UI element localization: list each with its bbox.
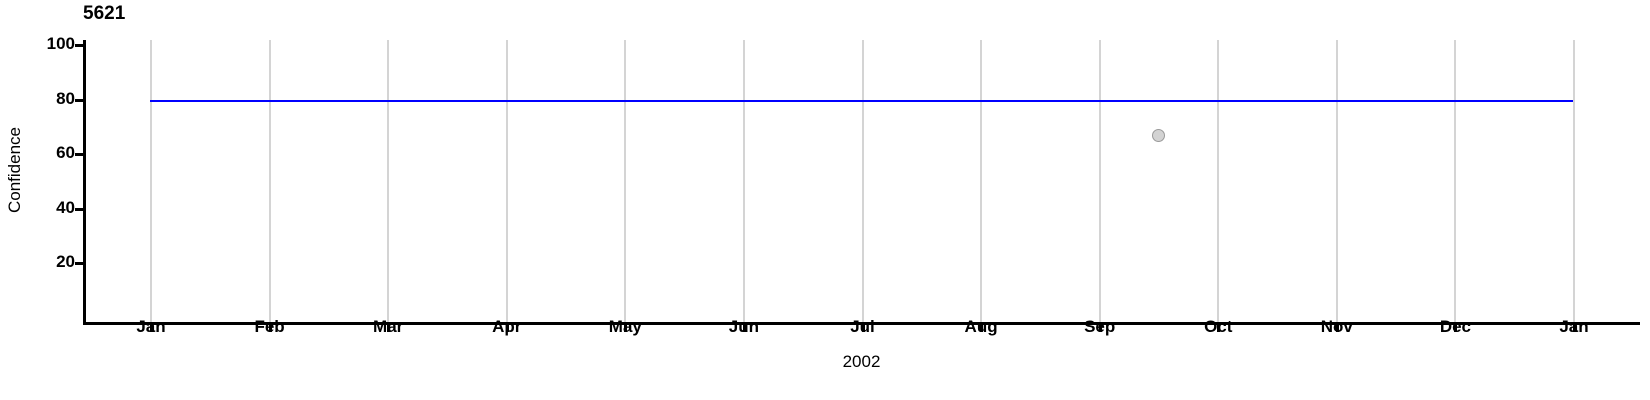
y-axis-tick-label: 60 [56,143,75,162]
x-axis-tick-label: Jul [850,317,875,336]
x-axis-tick-mark [1098,322,1102,332]
x-axis-tick-mark [861,322,865,332]
y-axis-tick-mark [75,98,85,102]
x-axis-tick-label: Feb [254,317,285,336]
y-axis-line [83,40,86,325]
gridline-vertical [742,40,745,323]
gridline-vertical [1335,40,1338,323]
x-axis-tick-mark [505,322,509,332]
gridline-vertical [150,40,152,323]
gridline-vertical [980,40,983,323]
gridline-vertical [1098,40,1101,323]
x-axis-tick-mark [742,322,746,332]
y-axis-tick-label: 80 [56,88,75,108]
x-axis-tick-label: Oct [1204,317,1233,336]
x-axis-tick-mark [150,322,153,332]
gridline-vertical [1573,40,1575,323]
y-axis-tick-mark [75,262,85,265]
gridline-vertical [268,40,271,323]
x-axis-tick-label: Jan [1559,317,1589,336]
x-axis-tick-mark [1573,322,1576,332]
x-axis-tick-mark [1335,322,1339,332]
x-axis-tick-mark [980,322,984,332]
x-axis-tick-mark [387,322,391,332]
y-axis-tick-label: 100 [46,34,75,53]
gridline-vertical [861,40,864,323]
gridline-vertical [1454,40,1457,323]
plot-area [85,40,1640,323]
gridline-vertical [624,40,627,323]
x-axis-tick-mark [1454,322,1458,332]
chart-title: 5621 [83,3,126,24]
x-axis-tick-label: Apr [492,317,522,336]
y-axis-tick-mark [75,44,85,47]
x-axis-tick-mark [268,322,272,332]
gridline-vertical [1217,40,1220,323]
x-axis-tick-label: Dec [1439,317,1471,336]
y-axis-tick-label: 20 [56,252,75,271]
y-axis-tick-mark [75,207,85,211]
x-axis-tick-mark [624,322,628,332]
x-axis-tick-label: Nov [1320,317,1353,336]
x-axis-tick-label: Mar [373,317,404,336]
gridline-vertical [387,40,390,323]
x-axis-tick-label: Jan [136,317,166,336]
data-point-marker[interactable] [1151,128,1165,142]
y-axis-tick-label: 40 [56,197,75,217]
threshold-line [150,99,1573,102]
x-axis-tick-label: May [608,317,642,336]
gridline-vertical [505,40,508,323]
x-axis-tick-label: Sep [1084,317,1116,336]
y-axis-tick-mark [75,153,85,156]
x-axis-title: 2002 [842,352,881,371]
x-axis-tick-mark [1217,322,1221,332]
x-axis-tick-label: Jun [728,317,760,336]
x-axis-tick-label: Aug [964,317,998,336]
